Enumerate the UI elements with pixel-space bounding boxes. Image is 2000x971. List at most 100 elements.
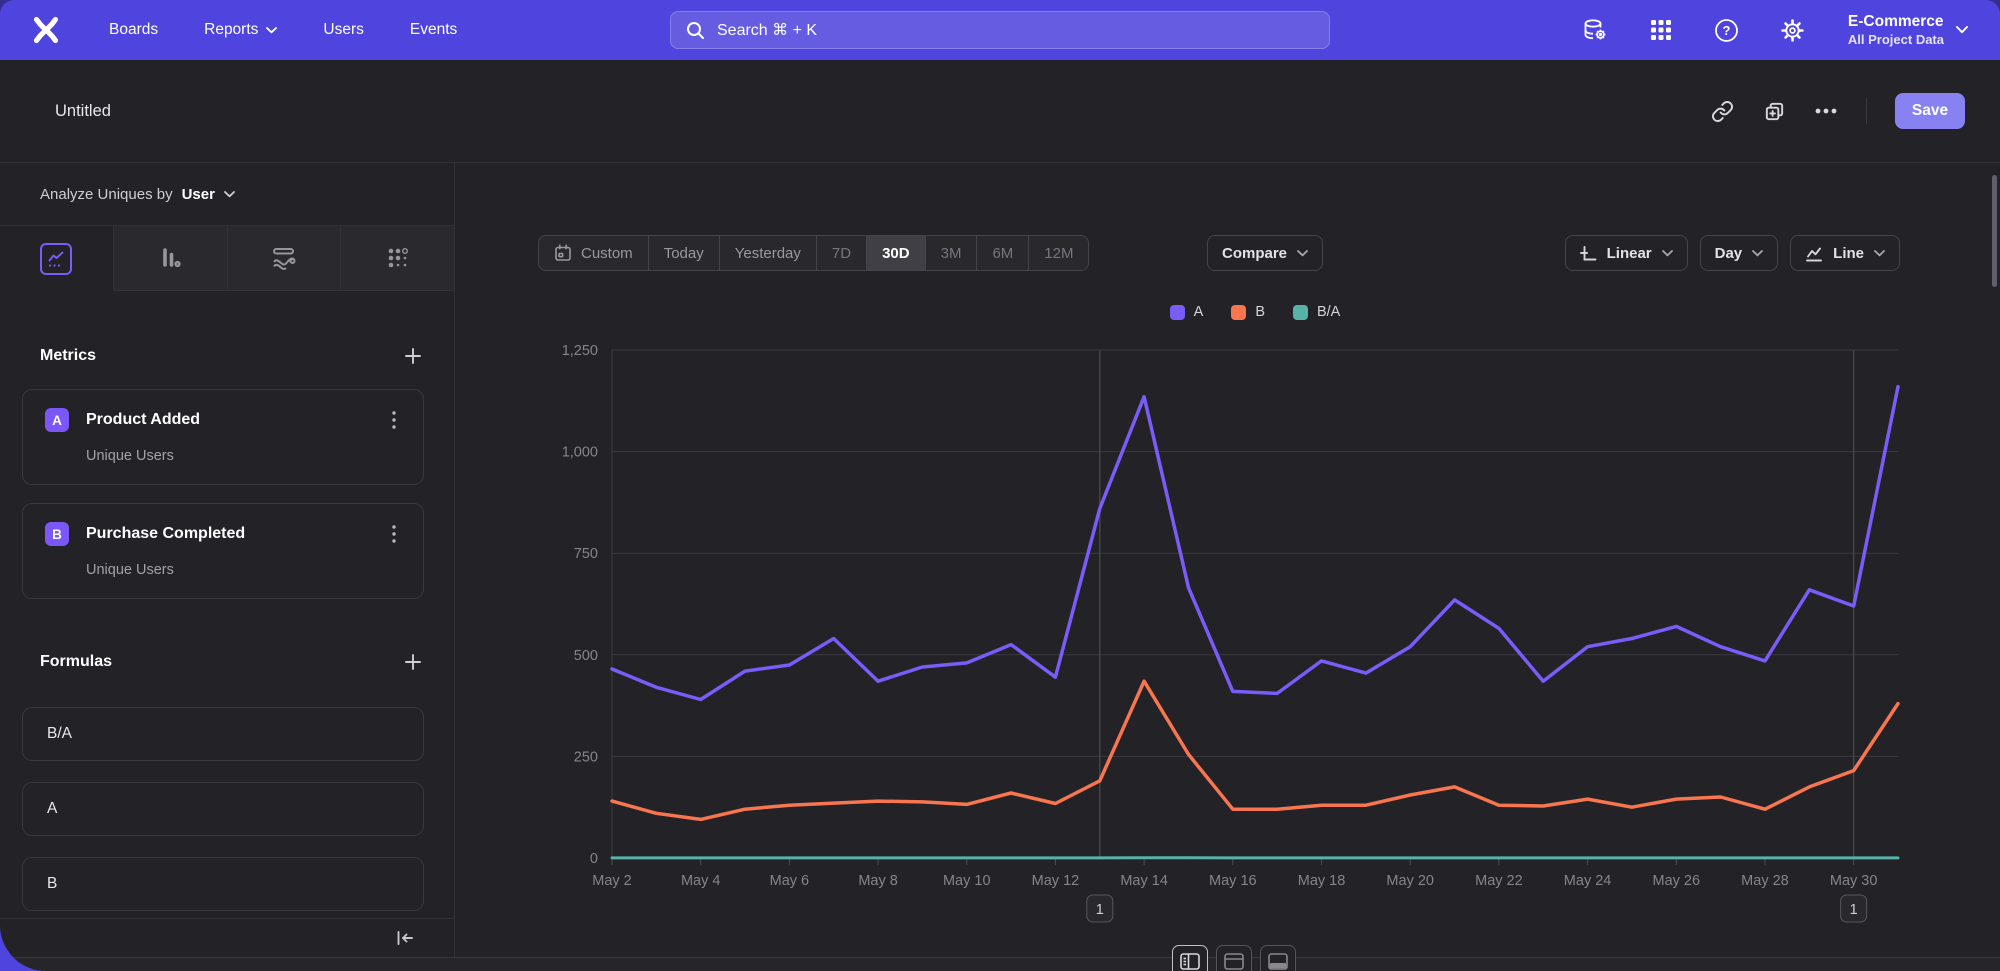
settings-gear-icon[interactable] xyxy=(1780,17,1806,43)
chart-type-tabs xyxy=(0,226,454,291)
range-custom[interactable]: Custom xyxy=(539,236,648,270)
metrics-title: Metrics xyxy=(40,347,97,364)
report-title[interactable]: Untitled xyxy=(55,101,111,120)
add-formula-button[interactable] xyxy=(402,651,424,673)
chevron-down-icon xyxy=(1752,249,1764,256)
data-management-icon[interactable] xyxy=(1582,17,1608,43)
svg-text:May 8: May 8 xyxy=(858,873,898,889)
metric-menu-kebab-icon[interactable] xyxy=(385,524,403,544)
mixpanel-logo-icon[interactable] xyxy=(30,14,62,46)
svg-text:750: 750 xyxy=(574,546,598,562)
scale-selector-button[interactable]: Linear xyxy=(1564,235,1688,271)
svg-text:1: 1 xyxy=(1850,902,1858,918)
navbar-right: ? E-Commerce All Project Data xyxy=(1582,0,1968,60)
svg-text:1,250: 1,250 xyxy=(562,343,598,359)
tab-bar-chart[interactable] xyxy=(112,226,227,291)
top-panel-icon[interactable] xyxy=(1216,945,1252,971)
metric-letter-badge: B xyxy=(45,522,69,546)
legend-item-ba[interactable]: B/A xyxy=(1292,304,1341,320)
add-metric-button[interactable] xyxy=(402,345,424,367)
range-6m[interactable]: 6M xyxy=(976,236,1028,270)
chart-type-selector-button[interactable]: Line xyxy=(1790,235,1900,271)
apps-grid-icon[interactable] xyxy=(1648,17,1674,43)
nav-events[interactable]: Events xyxy=(409,21,458,38)
report-shell: Untitled xyxy=(0,60,2000,971)
nav-boards[interactable]: Boards xyxy=(109,21,159,38)
tab-retention[interactable] xyxy=(340,226,454,291)
svg-text:May 16: May 16 xyxy=(1209,873,1257,889)
metric-card[interactable]: B Purchase Completed Unique Users xyxy=(22,503,424,599)
link-icon[interactable] xyxy=(1710,99,1734,123)
range-30d[interactable]: 30D xyxy=(866,236,925,270)
chevron-down-icon xyxy=(266,26,278,33)
svg-text:250: 250 xyxy=(574,749,598,765)
bottom-bar xyxy=(0,957,2000,971)
chevron-down-icon xyxy=(1956,26,1968,34)
formulas-title: Formulas xyxy=(40,653,113,670)
chart-panel: Custom Today Yesterday 7D 30D 3M 6M 12M … xyxy=(455,163,2000,957)
legend-item-a[interactable]: A xyxy=(1169,304,1203,320)
formula-card[interactable]: B/A xyxy=(22,707,424,761)
legend-swatch xyxy=(1292,304,1308,320)
formulas-section-header: Formulas xyxy=(22,651,424,673)
svg-text:May 14: May 14 xyxy=(1120,873,1168,889)
collapse-sidebar-icon[interactable] xyxy=(396,930,414,946)
chevron-down-icon xyxy=(224,190,235,197)
date-range-control: Custom Today Yesterday 7D 30D 3M 6M 12M xyxy=(538,235,1090,271)
range-yesterday[interactable]: Yesterday xyxy=(718,236,816,270)
chevron-down-icon xyxy=(1874,249,1885,256)
sidebar-scroll: Metrics A Product Added xyxy=(0,291,454,918)
divider xyxy=(1866,98,1867,124)
primary-nav: Boards Reports Users Events xyxy=(109,21,457,39)
duplicate-icon[interactable] xyxy=(1762,99,1786,123)
search-icon xyxy=(687,21,704,39)
metric-measure[interactable]: Unique Users xyxy=(86,448,174,464)
tab-funnel[interactable] xyxy=(226,226,341,291)
formula-expression: B xyxy=(47,875,58,892)
compare-button[interactable]: Compare xyxy=(1207,235,1324,271)
search-input[interactable]: Search ⌘ + K xyxy=(670,11,1330,49)
project-switcher[interactable]: E-Commerce All Project Data xyxy=(1846,12,1968,48)
metric-name: Purchase Completed xyxy=(86,525,246,542)
save-button[interactable]: Save xyxy=(1895,93,1965,129)
plus-icon xyxy=(405,348,421,364)
search-placeholder: Search ⌘ + K xyxy=(717,22,818,39)
more-ellipsis-icon[interactable] xyxy=(1814,99,1838,123)
interval-selector-button[interactable]: Day xyxy=(1699,235,1779,271)
bottom-panel-icon[interactable] xyxy=(1260,945,1296,971)
svg-text:1: 1 xyxy=(1096,902,1104,918)
metric-menu-kebab-icon[interactable] xyxy=(385,410,403,430)
help-icon[interactable]: ? xyxy=(1714,17,1740,43)
line-chart[interactable]: 0 250 500 750 1,000 1,250 May 2 May 4 May 6 May 8… xyxy=(455,163,2000,958)
range-12m[interactable]: 12M xyxy=(1028,236,1088,270)
svg-text:May 20: May 20 xyxy=(1386,873,1434,889)
analyze-by-label: Analyze Uniques by xyxy=(40,185,173,203)
svg-text:May 18: May 18 xyxy=(1298,873,1346,889)
chart-legend: A B B/A xyxy=(612,304,1898,320)
metric-card[interactable]: A Product Added Unique Users xyxy=(22,389,424,485)
svg-text:?: ? xyxy=(1723,23,1731,38)
range-3m[interactable]: 3M xyxy=(924,236,977,270)
split-view-icon[interactable] xyxy=(1172,945,1208,971)
tab-insights-line[interactable] xyxy=(0,226,113,291)
formula-card[interactable]: A xyxy=(22,782,424,836)
svg-text:1,000: 1,000 xyxy=(562,445,598,461)
calendar-icon xyxy=(555,244,571,261)
nav-reports[interactable]: Reports xyxy=(204,21,278,39)
metric-name: Product Added xyxy=(86,411,201,428)
line-chart-icon xyxy=(1806,247,1823,261)
formula-expression: A xyxy=(47,800,58,817)
metric-measure[interactable]: Unique Users xyxy=(86,562,174,578)
analyze-by-selector[interactable]: Analyze Uniques by User xyxy=(0,163,454,226)
chevron-down-icon xyxy=(1661,249,1673,256)
range-7d[interactable]: 7D xyxy=(815,236,866,270)
legend-item-b[interactable]: B xyxy=(1231,304,1265,320)
scrollbar-thumb[interactable] xyxy=(1992,175,1997,287)
formula-card[interactable]: B xyxy=(22,857,424,911)
svg-text:May 4: May 4 xyxy=(681,873,721,889)
range-today[interactable]: Today xyxy=(647,236,719,270)
svg-text:500: 500 xyxy=(574,648,598,664)
nav-users[interactable]: Users xyxy=(323,21,364,38)
legend-label: B/A xyxy=(1316,304,1341,320)
